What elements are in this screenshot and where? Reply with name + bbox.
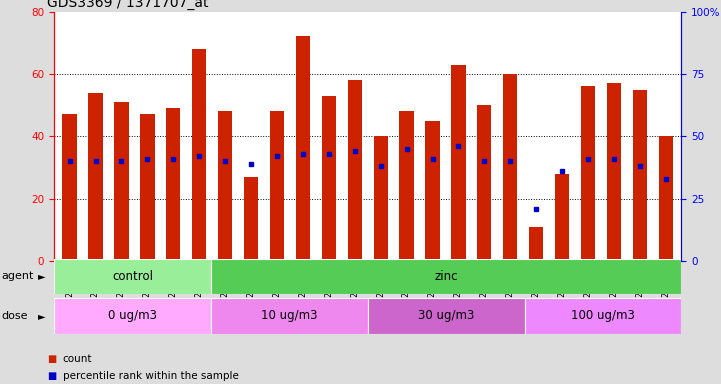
Text: count: count xyxy=(63,354,92,364)
Bar xyxy=(633,89,647,261)
Bar xyxy=(89,93,102,261)
Bar xyxy=(54,259,211,294)
Text: dose: dose xyxy=(1,311,28,321)
Text: ■: ■ xyxy=(47,354,56,364)
Bar xyxy=(296,36,310,261)
Bar xyxy=(503,74,518,261)
Bar xyxy=(322,96,336,261)
Bar xyxy=(373,136,388,261)
Bar xyxy=(218,111,232,261)
Text: ■: ■ xyxy=(47,371,56,381)
Bar xyxy=(524,298,681,334)
Text: control: control xyxy=(112,270,153,283)
Text: ►: ► xyxy=(37,311,45,321)
Bar xyxy=(211,298,368,334)
Bar xyxy=(581,86,595,261)
Bar xyxy=(555,174,570,261)
Text: 0 ug/m3: 0 ug/m3 xyxy=(108,310,157,322)
Bar xyxy=(399,111,414,261)
Text: 30 ug/m3: 30 ug/m3 xyxy=(418,310,474,322)
Bar xyxy=(607,83,621,261)
Bar xyxy=(477,105,492,261)
Text: zinc: zinc xyxy=(434,270,458,283)
Text: 100 ug/m3: 100 ug/m3 xyxy=(571,310,635,322)
Bar xyxy=(211,259,681,294)
Bar xyxy=(63,114,76,261)
Bar xyxy=(368,298,524,334)
Bar xyxy=(270,111,284,261)
Text: 10 ug/m3: 10 ug/m3 xyxy=(261,310,317,322)
Bar xyxy=(529,227,544,261)
Text: ►: ► xyxy=(37,271,45,281)
Text: percentile rank within the sample: percentile rank within the sample xyxy=(63,371,239,381)
Bar xyxy=(192,49,206,261)
Bar xyxy=(451,65,466,261)
Text: GDS3369 / 1371707_at: GDS3369 / 1371707_at xyxy=(47,0,208,10)
Bar xyxy=(166,108,180,261)
Bar xyxy=(244,177,258,261)
Bar xyxy=(348,80,362,261)
Bar xyxy=(141,114,154,261)
Bar xyxy=(54,298,211,334)
Bar xyxy=(425,121,440,261)
Bar xyxy=(659,136,673,261)
Text: agent: agent xyxy=(1,271,34,281)
Bar xyxy=(115,102,128,261)
